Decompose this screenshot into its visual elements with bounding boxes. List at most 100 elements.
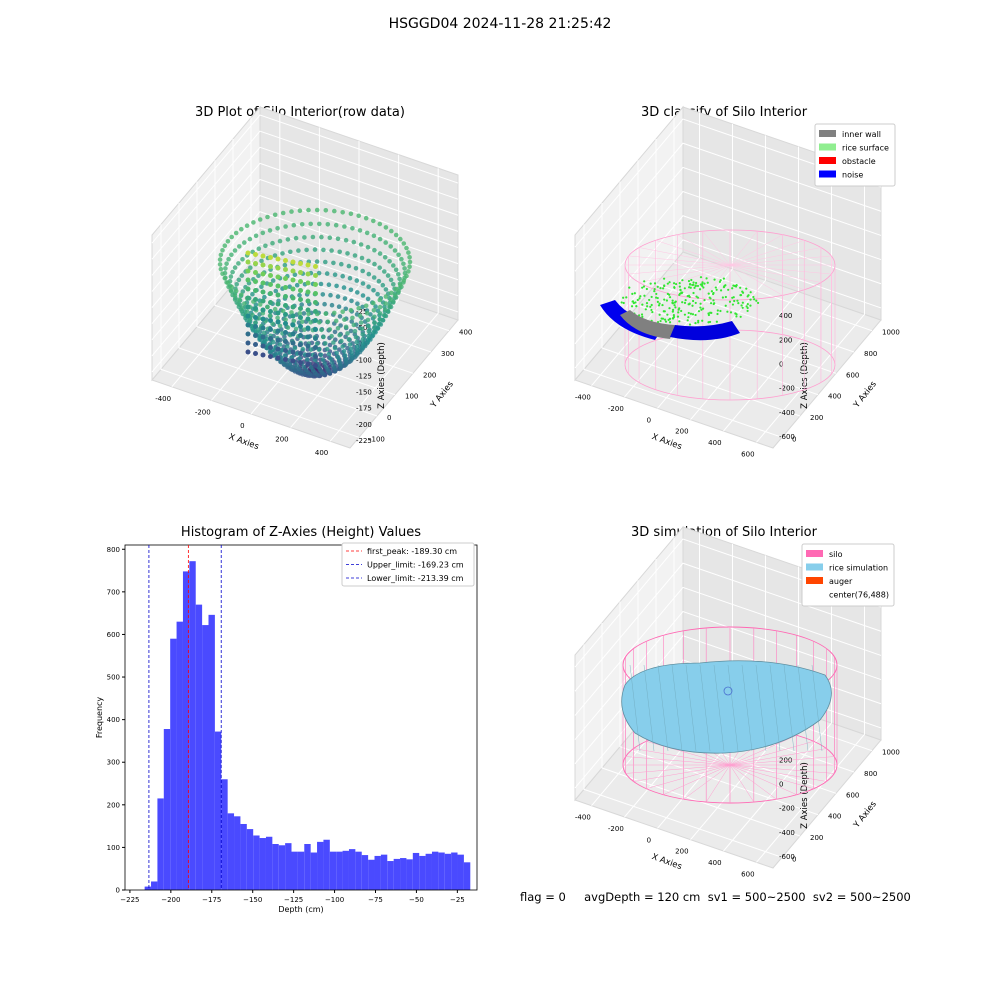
rice-surface-point	[674, 306, 676, 308]
data-point	[319, 328, 324, 333]
data-point	[298, 360, 303, 365]
y-tick-label: 800	[107, 546, 120, 554]
data-point	[308, 222, 313, 227]
histogram-bar	[170, 639, 176, 890]
rice-surface-point	[720, 289, 722, 291]
x-tick-label: 400	[708, 439, 721, 447]
data-point	[387, 304, 392, 309]
data-point	[372, 234, 377, 239]
rice-surface-point	[669, 321, 671, 323]
data-point	[278, 239, 283, 244]
z-tick-label: -200	[779, 385, 795, 393]
data-point	[246, 341, 251, 346]
data-point	[298, 261, 303, 266]
rice-surface-point	[667, 293, 669, 295]
rice-surface-point	[694, 322, 696, 324]
data-point	[253, 306, 258, 311]
data-point	[313, 363, 318, 368]
rice-surface-point	[655, 293, 657, 295]
rice-surface-point	[649, 306, 651, 308]
data-point	[364, 304, 369, 309]
data-point	[361, 293, 366, 298]
data-point	[345, 251, 350, 256]
data-point	[261, 344, 266, 349]
rice-surface-point	[694, 314, 696, 316]
rice-surface-point	[697, 320, 699, 322]
data-point	[298, 342, 303, 347]
data-point	[236, 301, 241, 306]
data-point	[311, 235, 316, 240]
data-point	[291, 305, 296, 310]
data-point	[348, 342, 353, 347]
data-point	[382, 313, 387, 318]
data-point	[218, 262, 223, 267]
rice-surface-point	[732, 303, 734, 305]
data-point	[372, 326, 377, 331]
data-point	[397, 277, 402, 282]
data-point	[278, 342, 283, 347]
z-tick-label: -125	[356, 373, 372, 381]
histogram-bar	[304, 844, 310, 890]
z-tick-label: -600	[779, 853, 795, 861]
data-point	[328, 356, 333, 361]
rice-surface-point	[749, 305, 751, 307]
data-point	[367, 272, 372, 277]
data-point	[406, 250, 411, 255]
data-point	[356, 214, 361, 219]
rice-surface-point	[622, 297, 624, 299]
data-point	[302, 235, 307, 240]
data-point	[342, 224, 347, 229]
data-point	[226, 239, 231, 244]
rice-surface-point	[650, 283, 652, 285]
data-point	[246, 323, 251, 328]
data-point	[336, 326, 341, 331]
data-point	[339, 339, 344, 344]
data-point	[245, 223, 250, 228]
data-point	[361, 281, 366, 286]
data-point	[224, 261, 229, 266]
data-point	[306, 326, 311, 331]
data-point	[276, 311, 281, 316]
data-point	[280, 251, 285, 256]
rice-surface-point	[699, 288, 701, 290]
data-point	[378, 298, 383, 303]
data-point	[288, 250, 293, 255]
data-point	[291, 359, 296, 364]
histogram-plot: Histogram of Z-Axies (Height) Values−225…	[80, 515, 500, 915]
rice-surface-point	[753, 298, 755, 300]
chart-title: 3D classify of Silo Interior	[641, 105, 808, 120]
data-point	[372, 320, 377, 325]
rice-surface-point	[651, 304, 653, 306]
data-point	[223, 243, 228, 248]
rice-surface-point	[740, 316, 742, 318]
data-point	[355, 301, 360, 306]
data-point	[291, 323, 296, 328]
data-point	[273, 213, 278, 218]
rice-surface-point	[688, 280, 690, 282]
histogram-bar	[253, 835, 259, 890]
data-point	[372, 315, 377, 320]
data-point	[398, 237, 403, 242]
rice-surface-point	[679, 289, 681, 291]
data-point	[349, 288, 354, 293]
data-point	[268, 255, 273, 260]
rice-surface-point	[677, 311, 679, 313]
data-point	[349, 299, 354, 304]
rice-surface-point	[701, 283, 703, 285]
data-point	[268, 309, 273, 314]
x-tick-label: 200	[675, 428, 688, 436]
rice-surface-point	[635, 305, 637, 307]
data-point	[286, 325, 291, 330]
data-point	[237, 297, 242, 302]
data-point	[296, 248, 301, 253]
y-tick-label: 300	[107, 759, 120, 767]
data-point	[342, 349, 347, 354]
data-point	[399, 257, 404, 262]
data-point	[283, 348, 288, 353]
data-point	[349, 212, 354, 217]
y-tick-label: 0	[116, 887, 120, 895]
data-point	[246, 278, 251, 283]
data-point	[394, 287, 399, 292]
histogram-bar	[151, 881, 157, 890]
histogram-bar	[387, 861, 393, 890]
